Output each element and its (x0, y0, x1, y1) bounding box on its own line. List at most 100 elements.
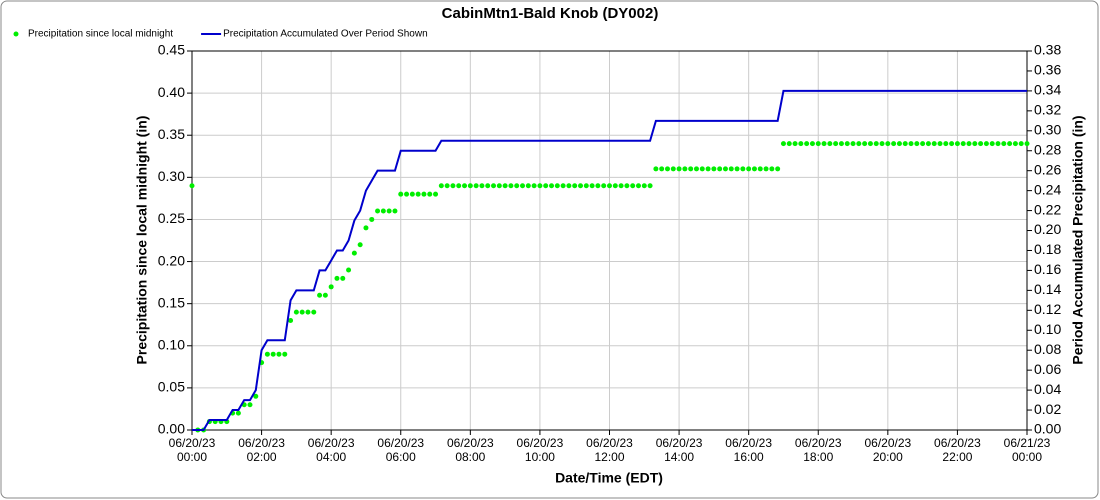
x-tick-label: 06/20/23 10:00 (516, 436, 564, 464)
x-tick-label: 06/20/23 22:00 (934, 436, 981, 464)
data-point (688, 166, 694, 172)
data-point (641, 183, 647, 189)
y-tick-label: 0.10 (158, 336, 185, 352)
data-point (572, 183, 578, 189)
data-point (404, 191, 410, 197)
data-point (346, 267, 352, 273)
data-point (804, 141, 810, 147)
y2-tick-label: 0.08 (1034, 341, 1061, 357)
data-point (508, 183, 514, 189)
data-point (276, 351, 282, 357)
data-point (844, 141, 850, 147)
data-point (1024, 141, 1030, 147)
data-point (891, 141, 897, 147)
data-point (705, 166, 711, 172)
data-point (409, 191, 415, 197)
data-point (235, 410, 241, 416)
data-point (375, 208, 381, 214)
data-point (722, 166, 728, 172)
data-point (566, 183, 572, 189)
y2-tick-label: 0.24 (1034, 181, 1061, 197)
data-point (520, 183, 526, 189)
y-tick-label: 0.15 (158, 294, 185, 310)
data-point (635, 183, 641, 189)
y2-tick-label: 0.00 (1034, 421, 1061, 437)
data-point (189, 183, 195, 189)
data-point (496, 183, 502, 189)
y-tick-label: 0.25 (158, 210, 185, 226)
y2-tick-label: 0.04 (1034, 381, 1061, 397)
data-point (746, 166, 752, 172)
data-point (450, 183, 456, 189)
data-point (525, 183, 531, 189)
data-point (734, 166, 740, 172)
data-point (612, 183, 618, 189)
x-tick-label: 06/20/23 02:00 (238, 436, 285, 464)
data-point (757, 166, 763, 172)
data-point (630, 183, 636, 189)
data-point (554, 183, 560, 189)
data-point (537, 183, 543, 189)
data-point (322, 292, 328, 298)
x-axis-title: Date/Time (EDT) (555, 470, 663, 486)
data-point (317, 292, 323, 298)
data-point (305, 309, 311, 315)
plot-border (191, 50, 1028, 431)
data-point (989, 141, 995, 147)
data-point (531, 183, 537, 189)
data-point (711, 166, 717, 172)
data-point (351, 250, 357, 256)
y2-tick-label: 0.22 (1034, 201, 1061, 217)
data-point (914, 141, 920, 147)
data-point (664, 166, 670, 172)
data-point (763, 166, 769, 172)
data-point (549, 183, 555, 189)
data-point (293, 309, 299, 315)
data-point (1012, 141, 1018, 147)
x-tick-label: 06/20/23 04:00 (307, 436, 355, 464)
legend-label: Precipitation Accumulated Over Period Sh… (223, 29, 428, 40)
y2-tick-label: 0.36 (1034, 62, 1061, 78)
data-point (369, 216, 375, 222)
data-point (270, 351, 276, 357)
data-point (682, 166, 688, 172)
y-tick-label: 0.30 (158, 168, 185, 184)
y-tick-label: 0.45 (158, 42, 185, 58)
x-tick-label: 06/20/23 06:00 (377, 436, 425, 464)
data-point (862, 141, 868, 147)
data-point (485, 183, 491, 189)
y2-tick-label: 0.10 (1034, 321, 1061, 337)
data-point (827, 141, 833, 147)
data-point (896, 141, 902, 147)
data-point (856, 141, 862, 147)
data-point (392, 208, 398, 214)
data-point (931, 141, 937, 147)
x-tick-label: 06/20/23 08:00 (446, 436, 494, 464)
data-point (456, 183, 462, 189)
data-point (363, 225, 369, 231)
x-tick-label: 06/20/23 18:00 (794, 436, 842, 464)
y2-tick-label: 0.12 (1034, 301, 1061, 317)
data-point (693, 166, 699, 172)
data-point (618, 183, 624, 189)
y2-tick-label: 0.18 (1034, 241, 1061, 257)
y2-tick-label: 0.34 (1034, 82, 1061, 98)
y-tick-label: 0.40 (158, 84, 185, 100)
y-tick-label: 0.00 (158, 421, 185, 437)
data-point (433, 191, 439, 197)
data-point (253, 393, 259, 399)
data-point (479, 183, 485, 189)
data-point (833, 141, 839, 147)
data-point (444, 183, 450, 189)
data-point (850, 141, 856, 147)
data-point (780, 141, 786, 147)
y2-tick-label: 0.16 (1034, 261, 1061, 277)
data-point (607, 183, 612, 189)
data-point (902, 141, 908, 147)
y2-tick-label: 0.02 (1034, 401, 1061, 417)
data-point (867, 141, 873, 147)
data-point (821, 141, 827, 147)
data-point (972, 141, 978, 147)
data-point (960, 141, 966, 147)
